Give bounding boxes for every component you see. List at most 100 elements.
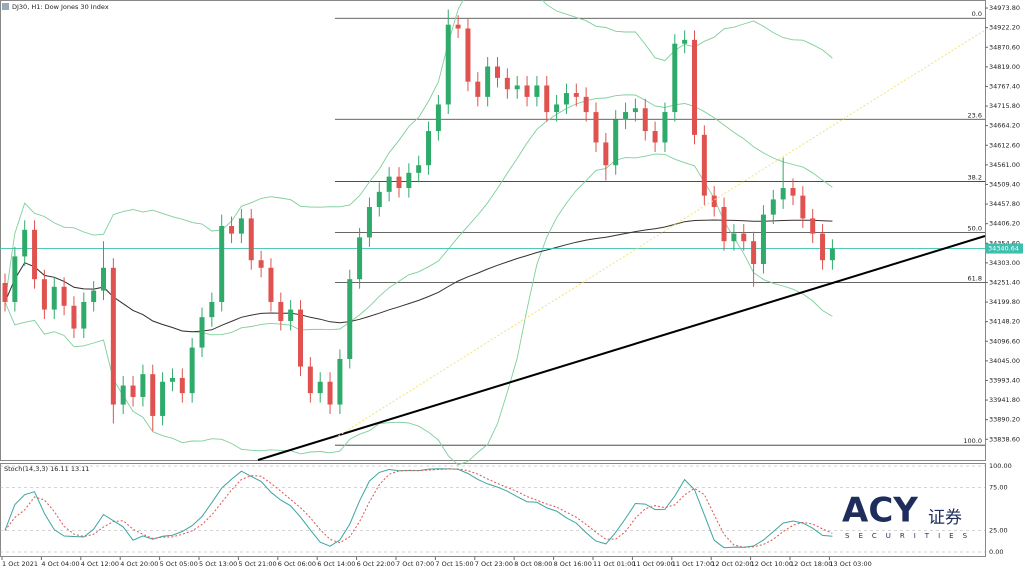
x-tick-label: 4 Oct 20:00	[120, 560, 158, 568]
stoch-label: Stoch(14,3,3) 16.11 13.11	[4, 465, 89, 473]
candle-body	[238, 218, 244, 234]
stoch-tick-label: 25.00	[989, 527, 1008, 535]
candle-body	[672, 43, 678, 113]
candle-body	[701, 134, 707, 196]
candle-body	[229, 226, 235, 234]
y-tick-label: 34457.80	[989, 200, 1020, 208]
candle-body	[189, 347, 195, 394]
y-tick-label: 34612.60	[989, 141, 1020, 149]
candle-body	[169, 377, 175, 382]
candle-body	[790, 188, 796, 196]
x-tick-label: 12 Oct 02:00	[711, 560, 753, 568]
candle-body	[465, 28, 471, 82]
candle-body	[140, 374, 146, 397]
x-tick-label: 11 Oct 09:00	[632, 560, 674, 568]
stoch-tick-label: 0.00	[989, 548, 1003, 556]
candle-body	[652, 131, 658, 143]
x-tick-label: 5 Oct 05:00	[160, 560, 198, 568]
candle-body	[337, 358, 343, 405]
candle-body	[820, 233, 826, 261]
candle-body	[554, 104, 560, 113]
candle-body	[61, 286, 67, 306]
candle-body	[219, 226, 225, 302]
candle-body	[2, 282, 8, 302]
x-tick-label: 4 Oct 12:00	[81, 560, 119, 568]
candle-body	[130, 385, 136, 397]
candle-body	[662, 112, 668, 143]
stoch-signal	[4, 468, 833, 548]
x-tick-label: 6 Oct 14:00	[317, 560, 355, 568]
x-tick-label: 7 Oct 07:00	[396, 560, 434, 568]
candle-body	[317, 381, 323, 394]
main-frame	[0, 0, 986, 461]
y-tick-label: 34870.60	[989, 43, 1020, 51]
y-tick-label: 34303.00	[989, 259, 1020, 267]
candle-body	[376, 191, 382, 208]
candle-body	[751, 241, 757, 264]
y-tick-label: 34715.80	[989, 102, 1020, 110]
candle-body	[514, 85, 520, 90]
y-tick-label: 33838.60	[989, 435, 1020, 443]
candle-body	[563, 93, 569, 105]
y-tick-label: 33890.20	[989, 416, 1020, 424]
x-tick-label: 5 Oct 21:00	[238, 560, 276, 568]
candle-body	[780, 188, 786, 200]
candle-body	[22, 229, 28, 257]
y-tick-label: 34561.00	[989, 161, 1020, 169]
candle-body	[741, 233, 747, 242]
y-tick-label: 34045.00	[989, 357, 1020, 365]
candle-body	[51, 286, 57, 310]
candle-body	[120, 385, 126, 405]
candle-body	[495, 66, 500, 78]
candle-body	[396, 176, 402, 189]
candle-body	[268, 267, 274, 302]
candle-body	[770, 199, 776, 215]
candle-body	[12, 256, 18, 302]
candle-body	[583, 96, 589, 113]
candle-body	[682, 39, 688, 44]
stoch-frame	[0, 463, 986, 557]
x-tick-label: 5 Oct 13:00	[199, 560, 237, 568]
trend-line	[257, 235, 986, 461]
stoch-tick-label: 75.00	[989, 484, 1008, 492]
watermark: ACY 证券 SECURITIES	[842, 491, 967, 541]
candle-body	[524, 85, 530, 97]
x-tick-label: 4 Oct 04:00	[41, 560, 79, 568]
x-tick-label: 6 Oct 22:00	[357, 560, 395, 568]
x-tick-label: 12 Oct 18:00	[790, 560, 832, 568]
candle-body	[81, 301, 87, 329]
candle-body	[800, 195, 806, 219]
candle-body	[248, 218, 254, 261]
fib-label: 61.8	[968, 275, 982, 283]
y-tick-label: 34199.80	[989, 298, 1020, 306]
y-tick-label: 34922.20	[989, 24, 1020, 32]
candle-body	[91, 290, 97, 302]
candle-body	[199, 317, 205, 348]
x-tick-label: 11 Oct 01:00	[593, 560, 635, 568]
candle-body	[209, 301, 215, 318]
x-tick-label: 8 Oct 08:00	[514, 560, 552, 568]
candle-body	[642, 108, 648, 132]
candle-body	[406, 172, 412, 189]
candle-body	[416, 165, 422, 173]
x-tick-label: 13 Oct 03:00	[829, 560, 871, 568]
candle-body	[426, 131, 432, 166]
candle-body	[347, 279, 353, 359]
candle-body	[504, 77, 510, 90]
y-tick-label: 34406.20	[989, 220, 1020, 228]
y-tick-label: 34148.20	[989, 318, 1020, 326]
candle-body	[150, 374, 156, 416]
chart-icon	[2, 3, 9, 10]
y-tick-label: 33941.80	[989, 396, 1020, 404]
y-tick-label: 34354.60	[989, 239, 1020, 247]
candle-body	[544, 85, 550, 113]
candle-body	[721, 207, 727, 242]
candle-body	[327, 381, 333, 405]
candle-body	[810, 218, 816, 234]
candle-body	[386, 176, 392, 192]
x-tick-label: 11 Oct 17:00	[672, 560, 714, 568]
candle-body	[41, 279, 47, 310]
candle-body	[455, 24, 461, 29]
candle-body	[593, 112, 599, 143]
